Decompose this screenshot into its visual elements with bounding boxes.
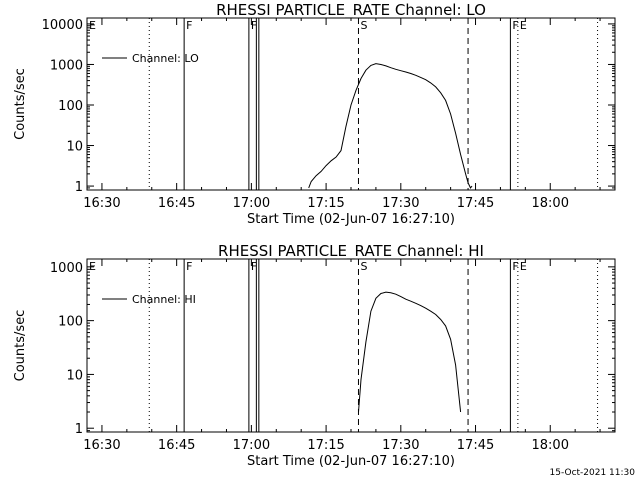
x-tick-label: 17:15 — [307, 438, 344, 453]
y-tick-label: 100 — [58, 315, 83, 330]
x-tick-label: 16:45 — [158, 196, 195, 211]
event-marker-label: F — [512, 19, 518, 32]
y-axis-title: Counts/sec — [13, 68, 28, 140]
series-line — [358, 291, 462, 413]
event-marker-label: S — [360, 19, 367, 32]
x-tick-label: 17:45 — [457, 196, 494, 211]
x-axis-title: Start Time (02-Jun-07 16:27:10) — [247, 454, 455, 469]
hi-channel-chart: RHESSI PARTICLE_RATE Channel: HI 1 10 100 10… — [13, 242, 616, 469]
series-line — [308, 63, 473, 189]
lo-channel-chart: RHESSI PARTICLE_RATE Channel: LO 1 10 100 10… — [13, 1, 616, 227]
chart-title: RHESSI PARTICLE_RATE Channel: LO — [216, 1, 486, 20]
x-tick-label: 17:15 — [307, 196, 344, 211]
chart-title: RHESSI PARTICLE_RATE Channel: HI — [218, 242, 484, 261]
event-marker-label: F — [186, 260, 192, 273]
x-tick-label: 17:30 — [382, 196, 419, 211]
y-tick-label: 1 — [75, 422, 83, 437]
event-marker-label: F — [512, 260, 518, 273]
x-tick-label: 17:00 — [233, 438, 270, 453]
event-marker-label: F — [251, 19, 257, 32]
x-tick-label: 17:45 — [457, 438, 494, 453]
event-marker-label: E — [89, 260, 96, 273]
event-marker-label: F — [251, 260, 257, 273]
y-axis-title: Counts/sec — [13, 310, 28, 382]
y-tick-label: 10 — [66, 368, 83, 383]
plot-frame — [86, 258, 616, 433]
event-marker-label: E — [520, 260, 527, 273]
y-tick-label: 100 — [58, 99, 83, 114]
x-tick-label: 16:30 — [83, 196, 120, 211]
legend-entry: Channel: HI — [132, 293, 196, 306]
y-tick-label: 10000 — [42, 18, 83, 33]
event-marker-label: F — [186, 19, 192, 32]
y-tick-label: 1 — [75, 180, 83, 195]
event-marker-label: S — [360, 260, 367, 273]
x-tick-label: 16:30 — [83, 438, 120, 453]
y-tick-label: 1000 — [50, 261, 83, 276]
y-tick-label: 1000 — [50, 58, 83, 73]
event-marker-label: E — [520, 19, 527, 32]
x-tick-label: 17:30 — [382, 438, 419, 453]
x-axis-title: Start Time (02-Jun-07 16:27:10) — [247, 212, 455, 227]
legend-entry: Channel: LO — [132, 52, 199, 65]
y-tick-label: 10 — [66, 140, 83, 155]
footer-timestamp: 15-Oct-2021 11:30 — [550, 468, 636, 478]
x-tick-label: 16:45 — [158, 438, 195, 453]
event-marker-label: E — [89, 19, 96, 32]
x-tick-label: 18:00 — [532, 196, 569, 211]
x-tick-label: 17:00 — [233, 196, 270, 211]
x-tick-label: 18:00 — [532, 438, 569, 453]
